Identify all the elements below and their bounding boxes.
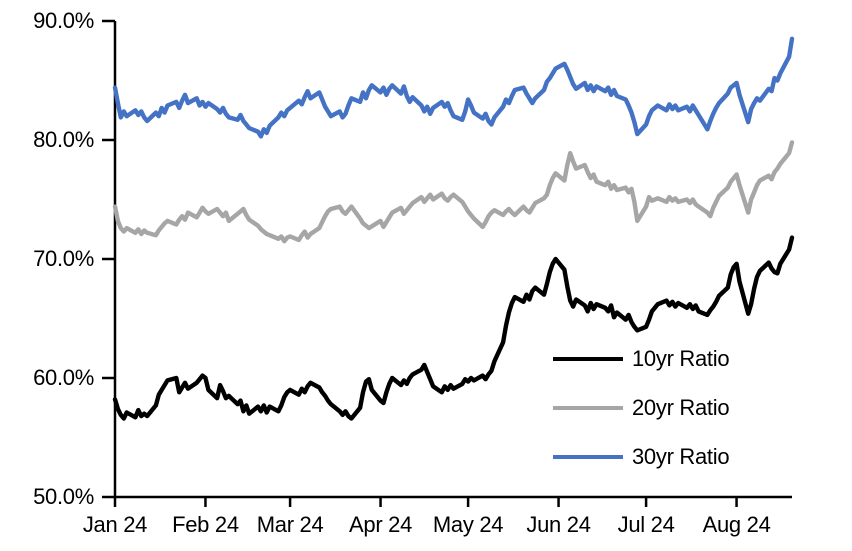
- y-tick-label-90: 90.0%: [33, 8, 94, 33]
- x-tick-label-aug: Aug 24: [702, 512, 771, 537]
- legend-swatch-20yr-line: [553, 406, 623, 410]
- legend-item-30yr-ratio: 30yr Ratio: [553, 444, 730, 470]
- y-tick-label-50: 50.0%: [33, 484, 94, 509]
- x-tick-label-apr: Apr 24: [349, 512, 413, 537]
- x-tick-label-may: May 24: [432, 512, 504, 537]
- y-tick-label-80: 80.0%: [33, 127, 94, 152]
- legend-item-20yr-ratio: 20yr Ratio: [553, 395, 730, 421]
- legend-label-20yr: 20yr Ratio: [632, 395, 730, 420]
- legend-label-30yr: 30yr Ratio: [632, 444, 730, 469]
- legend-label-10yr: 10yr Ratio: [632, 346, 730, 371]
- legend-item-10yr-ratio: 10yr Ratio: [553, 346, 730, 372]
- y-tick-label-60: 60.0%: [33, 365, 94, 390]
- x-tick-label-mar: Mar 24: [256, 512, 324, 537]
- x-tick-label-feb: Feb 24: [172, 512, 239, 537]
- x-tick-label-jun: Jun 24: [526, 512, 591, 537]
- x-tick-label-jul: Jul 24: [617, 512, 675, 537]
- legend-swatch-10yr-line: [553, 357, 623, 361]
- y-tick-label-70: 70.0%: [33, 246, 94, 271]
- legend-swatch-30yr-line: [553, 455, 623, 459]
- x-tick-label-jan: Jan 24: [82, 512, 148, 537]
